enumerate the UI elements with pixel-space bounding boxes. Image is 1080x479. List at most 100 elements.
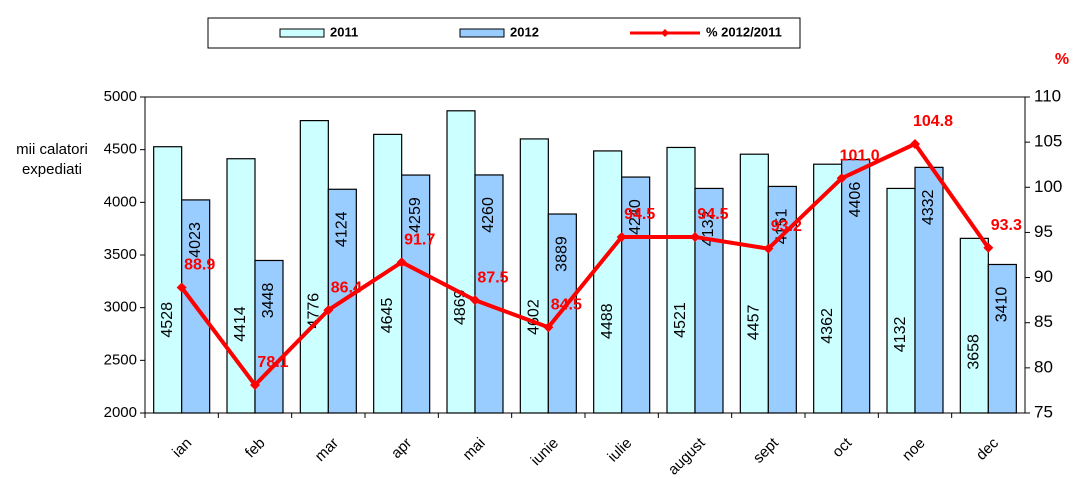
x-tick-label: iulie [604, 435, 635, 466]
bar [547, 213, 577, 414]
y2-tick-label: 85 [1034, 312, 1053, 331]
bar-value-label: 4602 [526, 299, 543, 335]
x-tick-label: ian [169, 435, 195, 461]
bar-value-label: 4488 [599, 303, 616, 339]
y2-tick-label: 80 [1034, 357, 1053, 376]
line-marker [250, 380, 260, 391]
x-tick-label: iunie [528, 435, 562, 469]
line-marker [910, 138, 920, 149]
bar-value-label: 4362 [819, 308, 836, 344]
bar [226, 158, 256, 414]
bar [666, 146, 696, 414]
bar [694, 187, 724, 414]
bar [914, 166, 944, 414]
x-tick-label: apr [388, 435, 415, 462]
line-value-label: 93.3 [991, 217, 1022, 234]
line-value-label: 78.1 [257, 354, 288, 371]
line-value-label: 93.2 [771, 218, 802, 235]
bar-value-label: 4869 [452, 289, 469, 325]
bar-value-label: 3658 [966, 334, 983, 370]
bar-value-label: 4151 [774, 209, 791, 245]
bar [254, 259, 284, 414]
y2-tick-label: 95 [1034, 222, 1053, 241]
y-tick-label: 3500 [104, 246, 137, 263]
bar [519, 138, 549, 414]
bar-value-label: 4645 [379, 298, 396, 334]
line-value-label: 87.5 [477, 269, 508, 286]
bar-value-label: 3448 [260, 283, 277, 319]
bar-value-label: 4332 [920, 189, 937, 225]
bar [299, 119, 329, 414]
bar [593, 150, 623, 414]
line-value-label: 104.8 [913, 113, 953, 130]
x-tick-label: mai [460, 435, 489, 464]
bar-value-label: 4260 [480, 197, 497, 233]
line-marker [836, 173, 847, 184]
bar-value-label: 4521 [672, 302, 689, 338]
bar-value-label: 4132 [892, 317, 909, 353]
bar-value-label: 3410 [994, 287, 1011, 323]
line-marker [543, 322, 554, 333]
bar [959, 237, 989, 414]
line-marker [396, 257, 407, 268]
bar [401, 174, 431, 414]
bar [446, 110, 476, 414]
line-value-label: 88.9 [184, 257, 215, 274]
y-axis-label: mii calatori expediati [16, 141, 88, 178]
line-marker [690, 231, 700, 242]
legend-label: % 2012/2011 [706, 24, 782, 39]
line-marker [983, 242, 994, 253]
x-tick-label: august [665, 434, 709, 478]
y2-axis-label: % [1055, 51, 1069, 68]
line-marker [763, 243, 774, 254]
legend-label: 2011 [330, 24, 358, 39]
x-tick-label: sept [750, 434, 783, 467]
bar-value-label: 4406 [847, 182, 864, 218]
line-value-label: 94.5 [624, 206, 655, 223]
bar [621, 176, 651, 414]
bar-value-label: 3889 [554, 236, 571, 272]
line-marker [616, 231, 627, 242]
bar [813, 163, 843, 414]
line-value-label: 94.5 [697, 206, 728, 223]
y-tick-label: 4500 [104, 141, 137, 158]
legend-swatch [459, 28, 505, 38]
y2-tick-label: 100 [1034, 177, 1062, 196]
y-tick-label: 5000 [104, 88, 137, 105]
bar [474, 174, 504, 414]
bar-value-label: 4259 [407, 197, 424, 233]
bar [153, 146, 183, 414]
bar-value-label: 4528 [159, 302, 176, 338]
legend-marker [661, 29, 669, 37]
bar [739, 153, 769, 414]
line-value-label: 101.0 [840, 147, 880, 164]
legend-swatch [279, 28, 325, 38]
bar-value-label: 4023 [187, 222, 204, 258]
bar [841, 158, 871, 414]
bar-value-label: 4124 [334, 211, 351, 247]
line-value-label: 91.7 [404, 231, 435, 248]
x-tick-label: noe [899, 435, 929, 465]
line-value-label: 86.4 [331, 279, 362, 296]
line-marker [470, 295, 480, 306]
line [180, 141, 990, 389]
y2-tick-label: 75 [1034, 402, 1053, 421]
bar-value-label: 4240 [627, 199, 644, 235]
line-marker [323, 305, 334, 316]
line-marker [176, 282, 187, 293]
bar [987, 263, 1017, 414]
y-tick-label: 3000 [104, 299, 137, 316]
y2-tick-label: 110 [1034, 86, 1061, 105]
bar-value-label: 4457 [746, 305, 763, 341]
y-tick-label: 4000 [104, 193, 137, 210]
line-value-label: 84.5 [551, 296, 582, 313]
x-tick-label: mar [312, 435, 342, 465]
x-tick-label: feb [242, 435, 269, 462]
y-tick-label: 2500 [104, 351, 137, 368]
y2-tick-label: 105 [1034, 132, 1062, 151]
x-tick-label: oct [829, 434, 856, 461]
y2-tick-label: 90 [1034, 267, 1053, 286]
bar-value-label: 4414 [232, 306, 249, 342]
x-tick-label: dec [973, 434, 1002, 463]
